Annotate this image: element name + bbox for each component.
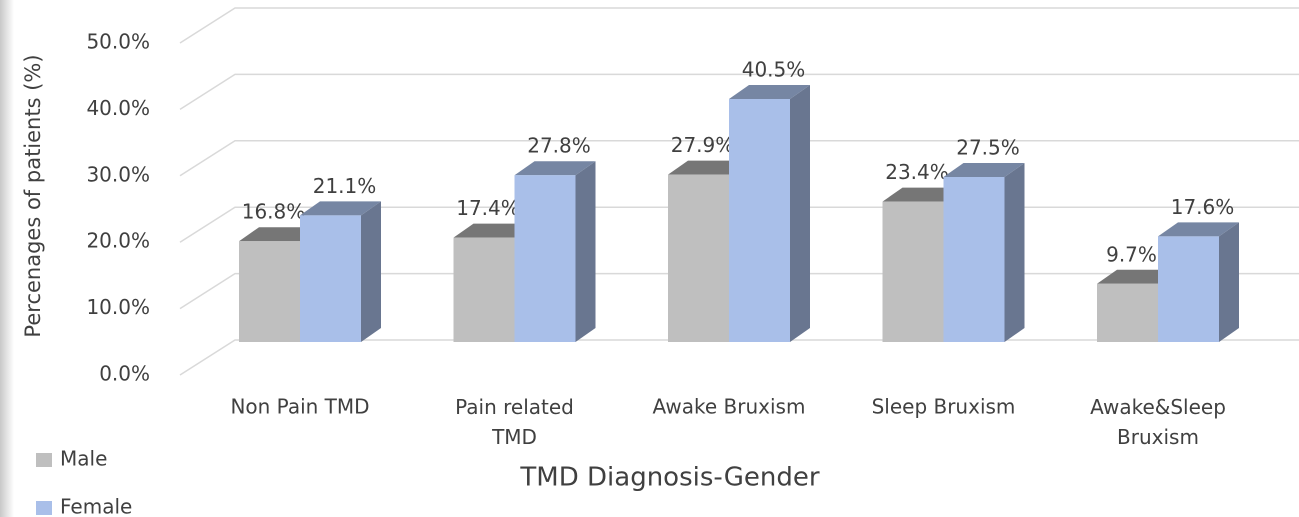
y-tick-label: 0.0% <box>99 362 150 386</box>
legend-swatch <box>36 501 52 515</box>
value-label: 27.8% <box>527 134 591 158</box>
bar <box>514 161 596 342</box>
bar-front <box>1097 283 1158 342</box>
edge-strip <box>0 0 14 517</box>
x-tick-label-line: TMD <box>491 425 537 449</box>
x-tick-label: Awake Bruxism <box>653 395 806 419</box>
bar-top <box>1158 222 1239 237</box>
y-tick-label: 20.0% <box>86 229 150 253</box>
y-tick-label: 40.0% <box>86 96 150 120</box>
y-tick-label: 10.0% <box>86 295 150 319</box>
legend-label: Male <box>60 447 107 471</box>
bar-side <box>790 85 810 342</box>
bar-front <box>882 201 944 342</box>
bar-front <box>239 241 300 342</box>
value-label: 17.6% <box>1171 195 1235 219</box>
bar-top <box>882 187 964 202</box>
x-tick-label-line: Pain related <box>455 395 574 419</box>
grid-line <box>179 7 1299 44</box>
bar-top <box>300 201 381 216</box>
bar-top <box>943 163 1025 177</box>
bar-top <box>729 85 810 99</box>
value-label: 27.9% <box>671 133 735 157</box>
value-label: 27.5% <box>956 136 1020 160</box>
bar-side <box>361 201 381 342</box>
bar-top <box>453 223 535 238</box>
bar-top <box>1097 269 1178 284</box>
x-tick-label: Non Pain TMD <box>230 395 369 419</box>
bar-side <box>1004 163 1025 342</box>
bar-top <box>239 227 320 242</box>
bar-top <box>668 160 749 175</box>
grid-line <box>179 73 1299 111</box>
bar-front <box>668 174 729 342</box>
grid-line <box>179 140 1299 177</box>
y-tick-label: 30.0% <box>86 162 150 186</box>
value-label: 9.7% <box>1106 242 1157 266</box>
bar <box>729 85 810 342</box>
y-tick-label: 50.0% <box>86 30 150 54</box>
x-tick-label-line: Bruxism <box>1117 425 1199 449</box>
bar <box>300 201 381 342</box>
bar-front <box>514 175 576 342</box>
grid-line <box>179 339 1299 376</box>
bar-front <box>453 237 515 342</box>
bar-front <box>943 177 1005 342</box>
bar-side <box>575 161 596 342</box>
value-label: 40.5% <box>742 58 806 82</box>
value-label: 21.1% <box>313 174 377 198</box>
bar-side <box>1219 222 1239 342</box>
bar-front <box>300 215 361 342</box>
bar-front <box>729 99 790 342</box>
x-tick-label-line: Awake&Sleep <box>1090 395 1226 419</box>
x-axis-title: TMD Diagnosis-Gender <box>519 463 819 493</box>
legend-swatch <box>36 453 52 467</box>
value-label: 16.8% <box>242 200 306 224</box>
value-label: 17.4% <box>456 196 520 220</box>
value-label: 23.4% <box>885 160 949 184</box>
bar <box>1158 222 1239 342</box>
legend-label: Female <box>60 495 132 517</box>
bar-top <box>514 161 596 176</box>
x-tick-label: Sleep Bruxism <box>872 395 1016 419</box>
bar-front <box>1158 236 1219 342</box>
x-tick-label: Pain related TMD <box>455 395 574 449</box>
x-tick-label: Awake&Sleep Bruxism <box>1090 395 1226 449</box>
bar <box>943 163 1025 342</box>
y-axis-title: Percenages of patients (%) <box>21 54 45 337</box>
